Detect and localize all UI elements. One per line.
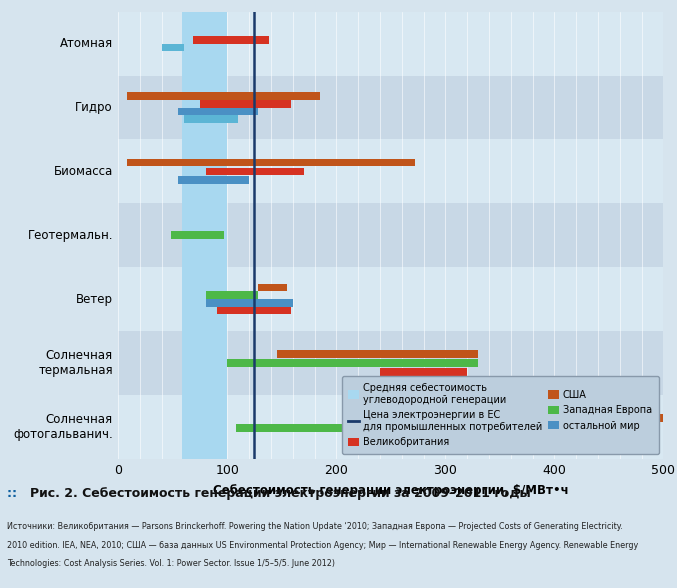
- Bar: [217, 307, 290, 315]
- Legend: Средняя себестоимость
углеводородной генерации, Цена электроэнергии в ЕС
для про: Средняя себестоимость углеводородной ген…: [342, 376, 659, 454]
- Bar: [127, 159, 415, 166]
- Text: Рис. 2. Себестоимость генерации электроэнергии за 2009–2011 годы: Рис. 2. Себестоимость генерации электроэ…: [30, 487, 531, 500]
- Bar: [179, 108, 258, 115]
- Bar: [200, 100, 290, 108]
- Bar: [380, 368, 467, 376]
- Bar: [184, 115, 238, 123]
- Bar: [127, 92, 320, 100]
- Bar: [118, 331, 663, 395]
- Bar: [179, 176, 249, 184]
- Bar: [206, 168, 304, 175]
- X-axis label: Себестоимость генерации электроэнергии, $/МВт•ч: Себестоимость генерации электроэнергии, …: [213, 484, 569, 497]
- Text: Источники: Великобритания — Parsons Brinckerhoff. Powering the Nation Update ‘20: Источники: Великобритания — Parsons Brin…: [7, 522, 623, 531]
- Bar: [118, 267, 663, 331]
- Text: ::: ::: [7, 487, 21, 500]
- Bar: [118, 203, 663, 267]
- Bar: [171, 231, 224, 239]
- Bar: [118, 76, 663, 139]
- Bar: [192, 36, 269, 44]
- Bar: [118, 12, 663, 76]
- Bar: [236, 424, 441, 432]
- Bar: [206, 292, 258, 299]
- Bar: [369, 414, 663, 422]
- Bar: [276, 350, 478, 358]
- Text: 2010 edition. IEA, NEA, 2010; США — база данных US Environmental Protection Agen: 2010 edition. IEA, NEA, 2010; США — база…: [7, 541, 638, 550]
- Bar: [162, 44, 184, 51]
- Bar: [227, 359, 478, 367]
- Bar: [258, 284, 288, 292]
- Bar: [181, 12, 227, 459]
- Bar: [118, 395, 663, 459]
- Text: Technologies: Cost Analysis Series. Vol. 1: Power Sector. Issue 1/5–5/5. June 20: Technologies: Cost Analysis Series. Vol.…: [7, 559, 334, 567]
- Bar: [206, 299, 293, 307]
- Bar: [118, 139, 663, 203]
